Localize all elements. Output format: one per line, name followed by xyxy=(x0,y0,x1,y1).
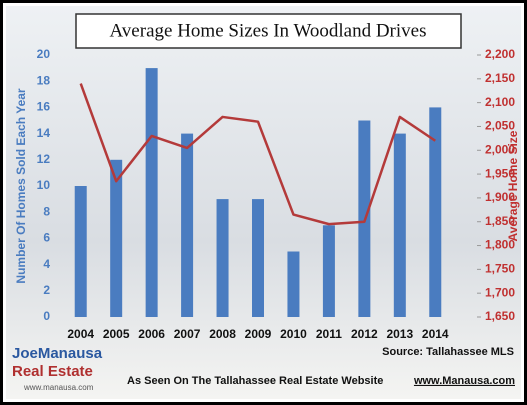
bar xyxy=(216,199,229,317)
bar xyxy=(74,186,87,317)
y2-tick-label: 1,650 xyxy=(485,309,515,323)
y-tick-label: 2 xyxy=(43,283,50,297)
y2-tick-label: 2,050 xyxy=(485,119,515,133)
y2-axis-label: Average Home Size xyxy=(506,130,520,241)
y-tick-label: 16 xyxy=(37,100,51,114)
y2-tick-label: 1,850 xyxy=(485,214,515,228)
x-tick-label: 2009 xyxy=(245,327,272,341)
y2-tick-label: 1,700 xyxy=(485,285,515,299)
x-tick-label: 2010 xyxy=(280,327,307,341)
title-box xyxy=(75,13,462,49)
y2-tick-label: 1,750 xyxy=(485,262,515,276)
x-tick-label: 2012 xyxy=(351,327,378,341)
bar xyxy=(181,133,194,317)
bar xyxy=(252,199,264,317)
y-tick-label: 20 xyxy=(37,47,51,61)
y2-tick-label: 2,200 xyxy=(485,47,515,61)
logo-url: www.manausa.com xyxy=(23,383,94,392)
x-tick-label: 2008 xyxy=(209,327,236,341)
bar xyxy=(287,251,300,317)
y2-tick-label: 1,900 xyxy=(485,190,515,204)
y-tick-label: 12 xyxy=(37,152,51,166)
y-tick-label: 18 xyxy=(37,73,51,87)
x-tick-label: 2004 xyxy=(67,327,94,341)
x-tick-label: 2013 xyxy=(386,327,413,341)
y-tick-label: 8 xyxy=(43,204,50,218)
x-tick-label: 2007 xyxy=(174,327,201,341)
bar xyxy=(110,159,123,317)
bar xyxy=(429,107,442,318)
line xyxy=(79,83,436,226)
y-axis-label: Number Of Homes Sold Each Year xyxy=(14,88,28,284)
footer-link: www.Manausa.com xyxy=(413,375,515,387)
bar xyxy=(393,133,406,317)
logo-subtitle: Real Estate xyxy=(12,363,93,380)
chart-title: Average Home Sizes In Woodland Drives xyxy=(110,20,427,41)
footer-text: As Seen On The Tallahassee Real Estate W… xyxy=(127,375,383,387)
x-tick-label: 2011 xyxy=(316,327,342,341)
bar xyxy=(145,68,158,317)
y2-tick-label: 2,150 xyxy=(485,71,515,85)
y-tick-label: 4 xyxy=(43,257,50,271)
y-tick-label: 14 xyxy=(37,126,51,140)
y2-tick-label: 1,800 xyxy=(485,238,515,252)
y-tick-label: 0 xyxy=(43,309,50,323)
y2-tick-label: 1,950 xyxy=(485,166,515,180)
y2-tick-label: 2,000 xyxy=(485,142,515,156)
logo-name: JoeManausa xyxy=(12,345,103,362)
x-tick-label: 2006 xyxy=(138,327,165,341)
y2-tick-label: 2,100 xyxy=(485,95,515,109)
x-tick-label: 2005 xyxy=(103,327,130,341)
y-tick-label: 10 xyxy=(37,178,51,192)
bar xyxy=(322,225,335,317)
source: Source: Tallahassee MLS xyxy=(382,346,514,358)
x-tick-label: 2014 xyxy=(422,327,449,341)
y-tick-label: 6 xyxy=(43,231,50,245)
